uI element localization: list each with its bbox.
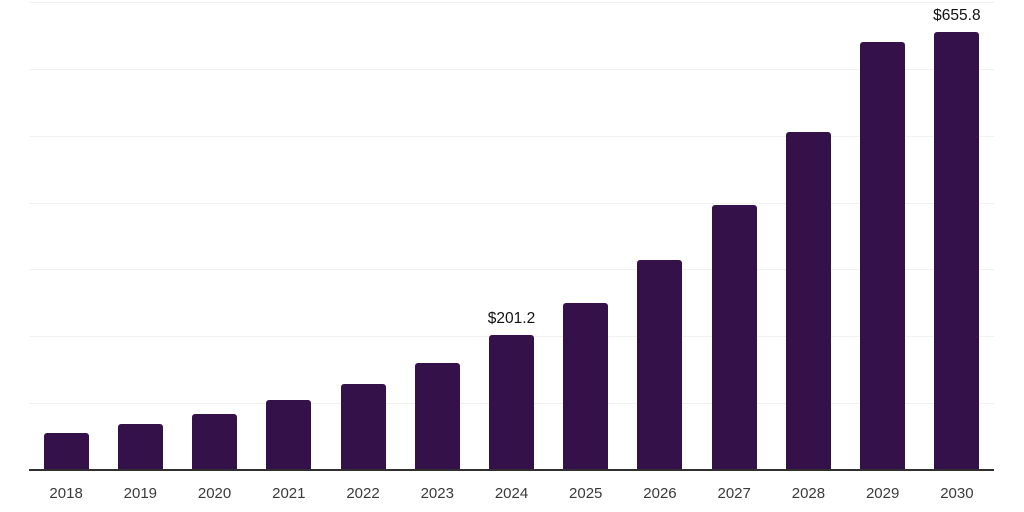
gridline-600 [29, 68, 994, 70]
x-tick-2021: 2021 [272, 485, 306, 502]
bar-2027 [711, 204, 757, 470]
x-tick-2019: 2019 [123, 485, 158, 502]
bar-2028 [785, 131, 831, 470]
bar-2021 [266, 399, 312, 470]
bar-2020 [192, 413, 238, 470]
gridline-400 [29, 202, 994, 204]
x-tick-2026: 2026 [643, 485, 677, 502]
x-tick-2025: 2025 [569, 485, 603, 502]
x-tick-2029: 2029 [865, 485, 900, 502]
value-label-2024: $201.2 [487, 310, 536, 328]
value-label-2030: $655.8 [933, 6, 981, 24]
bar-2018 [43, 432, 89, 470]
x-tick-2018: 2018 [49, 485, 83, 502]
x-tick-2020: 2020 [197, 485, 232, 502]
bar-2025 [563, 302, 609, 470]
x-axis-line [29, 469, 994, 471]
bar-2029 [860, 42, 906, 470]
bar-2026 [637, 259, 683, 470]
x-tick-2022: 2022 [346, 485, 380, 502]
gridline-300 [29, 269, 994, 271]
x-tick-2028: 2028 [791, 485, 826, 502]
bar-2019 [117, 423, 163, 470]
gridline-700 [29, 2, 994, 3]
bar-2023 [414, 362, 460, 470]
x-tick-2023: 2023 [420, 485, 454, 502]
x-tick-2027: 2027 [717, 485, 751, 502]
bar-2022 [340, 383, 386, 470]
bar-2024 [489, 335, 534, 470]
x-tick-2024: 2024 [494, 485, 529, 502]
gridline-500 [29, 135, 994, 137]
x-tick-2030: 2030 [940, 485, 974, 502]
bar-2030 [934, 31, 980, 470]
